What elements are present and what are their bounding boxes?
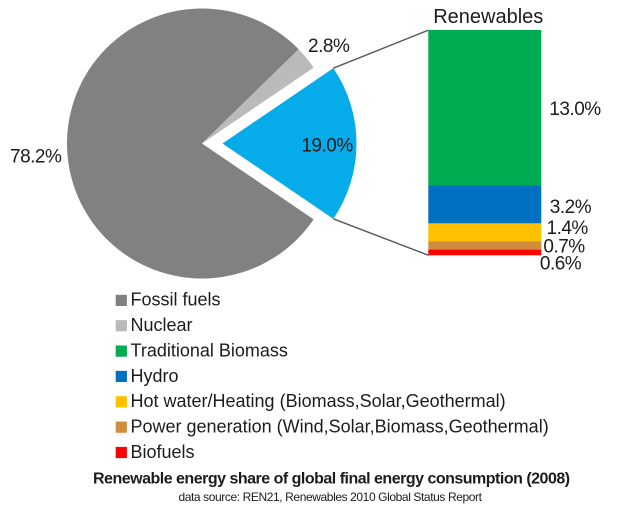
svg-text:Power generation (Wind,Solar,B: Power generation (Wind,Solar,Biomass,Geo…	[131, 416, 549, 436]
svg-text:Traditional Biomass: Traditional Biomass	[131, 340, 288, 360]
svg-text:Nuclear: Nuclear	[131, 315, 193, 335]
svg-text:78.2%: 78.2%	[10, 146, 62, 167]
svg-text:data source: REN21, Renewables: data source: REN21, Renewables 2010 Glob…	[178, 490, 482, 504]
svg-text:Renewables: Renewables	[433, 6, 543, 28]
svg-text:Biofuels: Biofuels	[131, 442, 195, 462]
svg-text:Hydro: Hydro	[131, 366, 179, 386]
svg-text:13.0%: 13.0%	[549, 99, 601, 120]
svg-text:2.8%: 2.8%	[308, 36, 350, 57]
svg-text:0.6%: 0.6%	[540, 254, 582, 275]
svg-text:0.7%: 0.7%	[543, 237, 585, 258]
svg-text:Renewable energy share of glob: Renewable energy share of global final e…	[93, 471, 570, 488]
svg-text:Hot water/Heating (Biomass,Sol: Hot water/Heating (Biomass,Solar,Geother…	[131, 391, 506, 411]
svg-text:19.0%: 19.0%	[301, 135, 353, 156]
svg-text:1.4%: 1.4%	[547, 218, 589, 239]
svg-text:Fossil fuels: Fossil fuels	[131, 290, 221, 310]
svg-text:3.2%: 3.2%	[550, 197, 592, 218]
